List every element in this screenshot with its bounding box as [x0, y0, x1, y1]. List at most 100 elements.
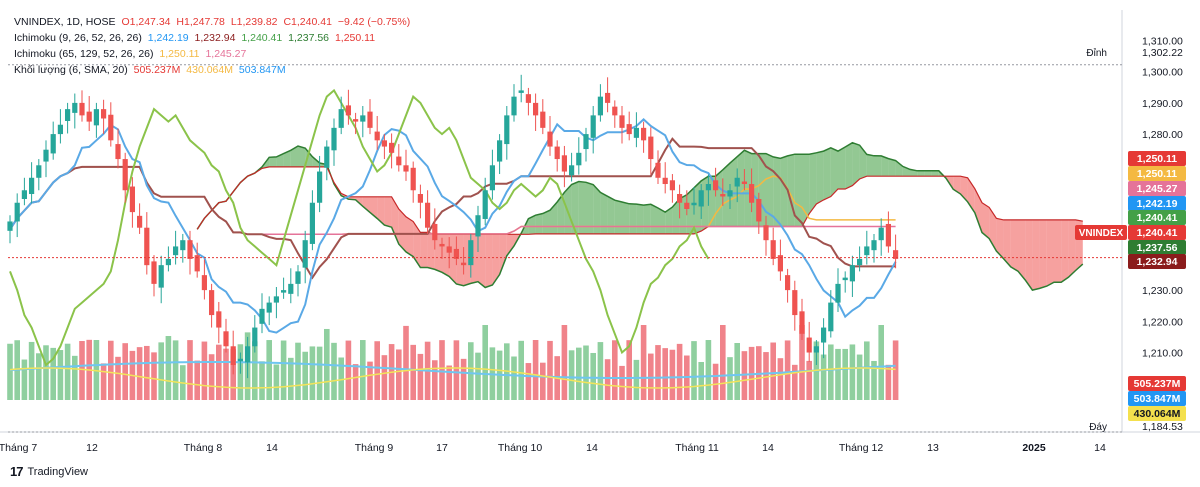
time-tick-label: Tháng 8 — [184, 442, 223, 454]
cloud-segment — [859, 145, 867, 180]
candle-body — [137, 215, 143, 228]
time-tick-label: 2025 — [1022, 442, 1046, 454]
legend-ichimoku-1[interactable]: Ichimoku (9, 26, 52, 26, 26) 1,242.19 1,… — [14, 30, 410, 46]
volume-badge-value: 505.237M — [1134, 378, 1181, 390]
volume-bar — [352, 364, 359, 400]
candle-body — [381, 140, 387, 147]
candle-body — [353, 119, 359, 122]
candle-body — [864, 246, 870, 256]
cloud-segment — [1061, 219, 1069, 283]
volume-bar — [590, 352, 596, 400]
cloud-segment — [607, 196, 615, 234]
volume-bar — [525, 363, 532, 400]
volume-bar — [302, 351, 308, 400]
tradingview-brand[interactable]: 17 TradingView — [10, 464, 88, 479]
volume-bar — [640, 325, 647, 400]
candle-body — [432, 223, 438, 241]
candle-body — [885, 223, 891, 247]
time-tick-label: 12 — [86, 442, 98, 454]
cloud-segment — [499, 234, 507, 275]
legend-volume-v3: 503.847M — [238, 64, 286, 76]
legend-volume-v1: 505.237M — [133, 64, 181, 76]
volume-bar — [136, 347, 143, 400]
legend-volume-v2: 430.064M — [186, 64, 233, 76]
volume-bar — [280, 340, 287, 400]
volume-bar — [43, 345, 49, 400]
cloud-segment — [535, 213, 543, 234]
candle-body — [518, 90, 524, 93]
candle-body — [79, 102, 85, 116]
cloud-segment — [528, 215, 536, 235]
price-tick-label: 1,300.00 — [1142, 67, 1183, 79]
volume-bar — [288, 357, 294, 400]
volume-bar — [309, 346, 316, 400]
time-axis[interactable]: Tháng 7 12 Tháng 8 14 Tháng 9 17 Tháng 10 14 Thá… — [0, 442, 1106, 454]
candle-body — [245, 346, 251, 363]
candle-body — [281, 290, 287, 293]
candle-body — [101, 109, 107, 119]
legend-ichimoku-2[interactable]: Ichimoku (65, 129, 52, 26, 26) 1,250.11 … — [14, 46, 410, 62]
volume-bar — [720, 325, 726, 400]
cloud-segment — [377, 196, 385, 226]
cloud-segment — [506, 234, 514, 256]
legend-change: −9.42 (−0.75%) — [337, 16, 411, 28]
cloud-segment — [830, 147, 838, 197]
cloud-segment — [730, 156, 738, 227]
price-tick-label: 1,290.00 — [1142, 98, 1183, 110]
cloud-segment — [852, 142, 860, 186]
price-badge — [1128, 210, 1186, 225]
volume-bar — [28, 341, 35, 400]
volume-bar — [669, 349, 676, 400]
extreme-value: 1,184.53 — [1142, 421, 1183, 433]
volume-bar — [820, 354, 827, 400]
price-tick-label: 1,230.00 — [1142, 285, 1183, 297]
cloud-segment — [1068, 219, 1076, 278]
volume-bar — [151, 352, 157, 400]
candle-body — [14, 202, 20, 222]
candle-body — [698, 190, 704, 207]
volume-bar — [878, 325, 884, 400]
candle-body — [209, 290, 215, 316]
cloud-segment — [686, 187, 694, 234]
volume-bar — [57, 350, 64, 400]
cloud-segment — [283, 150, 291, 167]
price-badge — [1128, 151, 1186, 166]
cloud-segment — [780, 155, 788, 227]
legend-close: C1,240.41 — [283, 16, 332, 28]
candlesticks — [7, 74, 899, 379]
candle-body — [878, 227, 884, 241]
price-badge-value: 1,250.11 — [1137, 168, 1177, 180]
candle-body — [540, 111, 546, 128]
candle-body — [410, 167, 416, 191]
volume-bar — [208, 354, 215, 400]
cloud-segment — [874, 155, 882, 177]
candle-body — [813, 346, 819, 353]
legend-main[interactable]: VNINDEX, 1D, HOSE O1,247.34 H1,247.78 L1… — [14, 14, 410, 30]
volume-bar — [273, 364, 280, 400]
volume-bar — [727, 357, 733, 400]
volume-bar — [93, 340, 100, 400]
candle-body — [367, 111, 373, 128]
candle-body — [619, 115, 625, 128]
cloud-segment — [895, 160, 903, 177]
candle-body — [511, 96, 517, 116]
price-badge — [1128, 166, 1186, 181]
candle-body — [597, 96, 603, 116]
candle-body — [648, 136, 654, 160]
volume-bar — [100, 363, 107, 400]
volume-bar — [453, 340, 460, 400]
candle-body — [842, 277, 848, 281]
volume-bar — [885, 364, 892, 400]
candle-body — [705, 184, 711, 191]
candle-body — [576, 152, 582, 166]
volume-bar — [115, 356, 121, 400]
cloud-segment — [816, 151, 824, 204]
legend-volume[interactable]: Khối lượng (6, SMA, 20) 505.237M 430.064… — [14, 62, 410, 78]
cloud-segment — [622, 201, 630, 234]
legend-ichimoku-2-label: Ichimoku (65, 129, 52, 26, 26) — [14, 48, 154, 60]
candle-body — [612, 106, 618, 116]
volume-sma-line — [9, 361, 896, 379]
price-badge-value: 1,237.56 — [1137, 242, 1178, 254]
volume-bar — [122, 343, 128, 400]
